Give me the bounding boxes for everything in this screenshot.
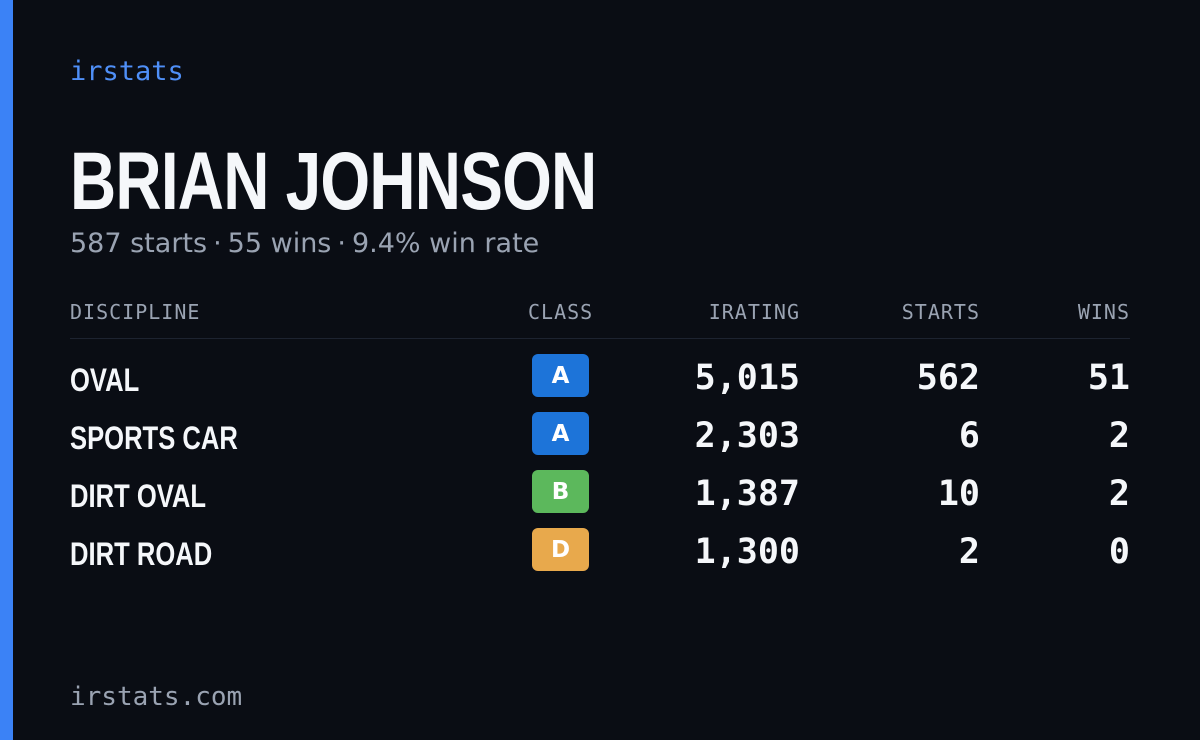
starts-value: 10 [937, 474, 980, 514]
header-wins: WINS [1077, 300, 1130, 324]
footer-url[interactable]: irstats.com [70, 682, 243, 712]
table-header: DISCIPLINE CLASS IRATING STARTS WINS [70, 298, 1130, 339]
wins-value: 0 [1108, 532, 1130, 572]
header-irating: IRATING [708, 300, 800, 324]
class-badge: B [532, 470, 589, 513]
class-badge: A [532, 412, 589, 455]
table-row: DIRT OVAL B 1,387 10 2 [70, 470, 1130, 528]
winrate-summary: 9.4% win rate [351, 228, 540, 259]
irating-value: 5,015 [694, 358, 800, 398]
table-row: DIRT ROAD D 1,300 2 0 [70, 528, 1130, 586]
irating-value: 2,303 [694, 416, 800, 456]
discipline-name: SPORTS CAR [70, 420, 238, 456]
wins-value: 51 [1087, 358, 1130, 398]
header-class: CLASS [528, 300, 594, 324]
table-row: OVAL A 5,015 562 51 [70, 354, 1130, 412]
header-discipline: DISCIPLINE [70, 300, 201, 324]
separator: · [337, 228, 346, 259]
table-row: SPORTS CAR A 2,303 6 2 [70, 412, 1130, 470]
driver-summary: 587 starts · 55 wins · 9.4% win rate [70, 228, 539, 259]
class-badge: D [532, 528, 589, 571]
driver-name: BRIAN JOHNSON [70, 136, 597, 227]
wins-value: 2 [1108, 416, 1130, 456]
starts-value: 562 [916, 358, 980, 398]
accent-bar [0, 0, 13, 740]
class-badge: A [532, 354, 589, 397]
discipline-name: DIRT OVAL [70, 478, 207, 514]
starts-value: 6 [958, 416, 980, 456]
discipline-name: DIRT ROAD [70, 536, 213, 572]
wins-value: 2 [1108, 474, 1130, 514]
starts-summary: 587 starts [70, 228, 208, 259]
starts-value: 2 [958, 532, 980, 572]
discipline-name: OVAL [70, 362, 140, 398]
wins-summary: 55 wins [227, 228, 332, 259]
brand-logo: irstats [70, 56, 184, 87]
irating-value: 1,300 [694, 532, 800, 572]
separator: · [213, 228, 222, 259]
irating-value: 1,387 [694, 474, 800, 514]
header-starts: STARTS [901, 300, 980, 324]
